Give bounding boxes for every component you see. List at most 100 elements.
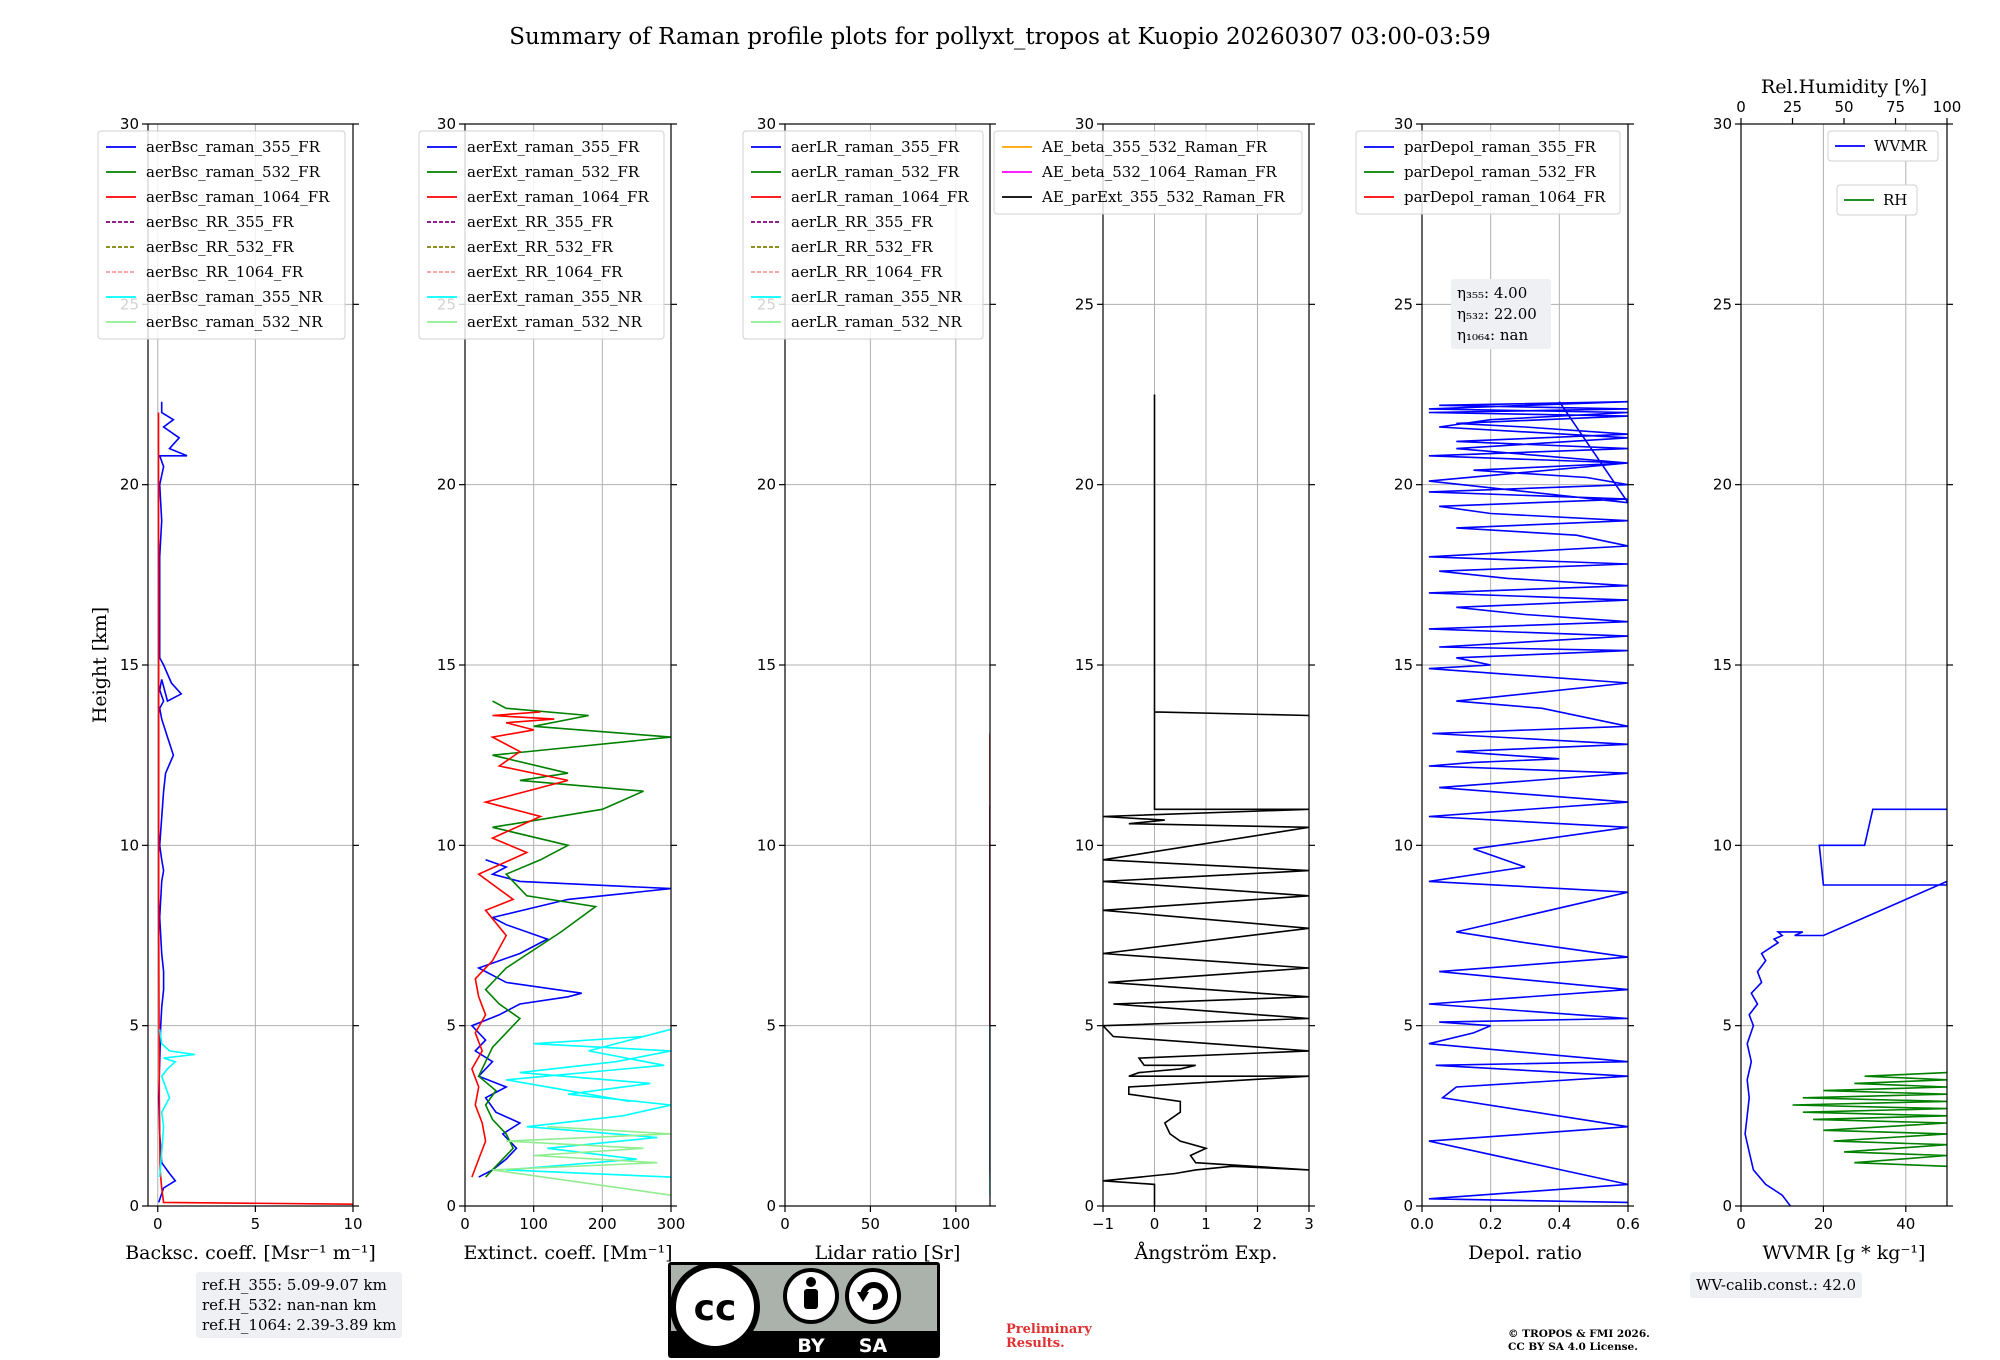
x-tick-label: −1 (1092, 1215, 1114, 1233)
y-tick-label: 30 (120, 115, 139, 133)
y-tick-label: 25 (1075, 295, 1094, 313)
legend-entry: aerExt_raman_355_NR (467, 288, 643, 306)
y-tick-label: 20 (1713, 476, 1732, 494)
y-tick-label: 0 (1403, 1197, 1413, 1215)
panel-bsc: 0510051015202530Backsc. coeff. [Msr⁻¹ m⁻… (89, 115, 376, 1264)
cc-by-sa-license-badge: cc BY SA (668, 1262, 940, 1358)
legend-entry: aerBsc_RR_532_FR (146, 238, 294, 256)
y-tick-label: 10 (1075, 836, 1094, 854)
y-tick-label: 10 (1394, 836, 1413, 854)
top-x-tick-label: 75 (1886, 98, 1905, 116)
legend-box (1836, 184, 1918, 216)
legend-entry: aerExt_RR_1064_FR (467, 263, 623, 281)
series-line-aerExt_raman_532_NR (492, 1125, 671, 1196)
eta-annotation-line: η₅₃₂: 22.00 (1457, 305, 1537, 323)
refh-532: ref.H_532: nan-nan km (202, 1296, 377, 1314)
y-tick-label: 20 (120, 476, 139, 494)
series-group (157, 401, 353, 1205)
preliminary-line-2: Results. (1006, 1336, 1065, 1351)
legend-box (1827, 130, 1939, 162)
x-tick-label: 1 (1201, 1215, 1211, 1233)
y-tick-label: 5 (446, 1017, 456, 1035)
series-group (1744, 808, 1947, 1206)
legend-box (993, 130, 1303, 215)
top-x-tick-label: 50 (1834, 98, 1853, 116)
legend-entry: AE_beta_355_532_Raman_FR (1041, 138, 1268, 156)
x-axis-label: WVMR [g * kg⁻¹] (1763, 1242, 1926, 1264)
sa-share-alike-icon (845, 1268, 901, 1324)
x-tick-label: 300 (657, 1215, 686, 1233)
y-tick-label: 10 (437, 836, 456, 854)
by-label: BY (797, 1335, 824, 1357)
legend-entry: AE_parExt_355_532_Raman_FR (1041, 188, 1286, 206)
y-tick-label: 15 (757, 656, 776, 674)
legend-entry: aerExt_raman_532_FR (467, 163, 640, 181)
legend-entry: aerBsc_RR_355_FR (146, 213, 294, 231)
legend-entry: aerExt_raman_1064_FR (467, 188, 649, 206)
y-tick-label: 5 (1403, 1017, 1413, 1035)
series-group (1428, 400, 1628, 1204)
y-tick-label: 20 (1394, 476, 1413, 494)
y-tick-label: 5 (1084, 1017, 1094, 1035)
legend-entry: aerBsc_raman_355_NR (146, 288, 323, 306)
x-axis-label: Backsc. coeff. [Msr⁻¹ m⁻¹] (125, 1242, 376, 1264)
legend-entry: aerBsc_raman_532_FR (146, 163, 321, 181)
y-tick-label: 20 (757, 476, 776, 494)
legend-entry: aerLR_raman_355_NR (791, 288, 962, 306)
y-tick-label: 10 (1713, 836, 1732, 854)
x-tick-label: 0 (1150, 1215, 1160, 1233)
copyright-line-1: © TROPOS & FMI 2026. (1508, 1328, 1650, 1340)
legend-entry: aerLR_raman_355_FR (791, 138, 960, 156)
series-line-aerExt_raman_1064_FR (471, 711, 569, 1178)
series-line-RH (1792, 1071, 1947, 1168)
series-line-AE_parExt_355_532_Raman_FR (1103, 394, 1309, 1206)
x-axis-label: Extinct. coeff. [Mm⁻¹] (463, 1242, 672, 1264)
legend-entry: aerLR_RR_355_FR (791, 213, 933, 231)
x-tick-label: 50 (861, 1215, 880, 1233)
y-tick-label: 30 (437, 115, 456, 133)
panel-wv: 0 20 40 0 5 10 15 20 25 30 WVMR [g * kg⁻¹] 0 25 50 75 1… (1713, 76, 1961, 1264)
x-tick-label: 2 (1253, 1215, 1263, 1233)
preliminary-line-1: Preliminary (1006, 1322, 1092, 1337)
top-x-tick-label: 25 (1783, 98, 1802, 116)
x-tick-label: 0.0 (1410, 1215, 1434, 1233)
legend-entry: aerLR_RR_1064_FR (791, 263, 943, 281)
legend-entry: AE_beta_532_1064_Raman_FR (1041, 163, 1277, 181)
series-group (1103, 394, 1309, 1206)
y-tick-label: 0 (446, 1197, 456, 1215)
legend-entry: parDepol_raman_355_FR (1404, 138, 1597, 156)
y-tick-label: 15 (120, 656, 139, 674)
series-line-aerExt_raman_532_FR (477, 700, 671, 1178)
legend-entry: aerExt_raman_532_NR (467, 313, 643, 331)
legend-entry: aerLR_RR_532_FR (791, 238, 933, 256)
series-line-aerExt_raman_355_NR (506, 1028, 671, 1178)
series-group (470, 700, 671, 1196)
y-tick-label: 10 (120, 836, 139, 854)
y-tick-label: 25 (1394, 295, 1413, 313)
y-tick-label: 15 (1394, 656, 1413, 674)
legend-entry: aerBsc_raman_1064_FR (146, 188, 330, 206)
wv-calib-const: WV-calib.const.: 42.0 (1696, 1276, 1857, 1294)
y-tick-label: 20 (437, 476, 456, 494)
y-tick-label: 30 (1394, 115, 1413, 133)
legend-entry: aerExt_RR_532_FR (467, 238, 614, 256)
copyright-note: © TROPOS & FMI 2026. CC BY SA 4.0 Licens… (1508, 1328, 1650, 1354)
x-tick-label: 0.2 (1479, 1215, 1503, 1233)
figure-title: Summary of Raman profile plots for polly… (509, 24, 1491, 50)
series-line-aerBsc_raman_355_NR (158, 1029, 196, 1178)
sa-label: SA (859, 1335, 888, 1357)
y-tick-label: 30 (1075, 115, 1094, 133)
legend-entry: aerBsc_raman_355_FR (146, 138, 321, 156)
series-line-parDepol_raman_355_FR (1428, 400, 1628, 1204)
y-axis-label: Height [km] (89, 607, 111, 723)
x-tick-label: 0 (780, 1215, 790, 1233)
legend-entry: RH (1883, 191, 1907, 209)
y-tick-label: 10 (757, 836, 776, 854)
series-line-aerExt_raman_355_FR (470, 859, 671, 1178)
panel-depol: 0.0 0.2 0.4 0.6 0 5 10 15 20 25 30 Depol. ratio parD… (1355, 115, 1640, 1264)
legend-entry: aerExt_raman_355_FR (467, 138, 640, 156)
legend-entry: aerLR_raman_1064_FR (791, 188, 969, 206)
y-tick-label: 30 (1713, 115, 1732, 133)
